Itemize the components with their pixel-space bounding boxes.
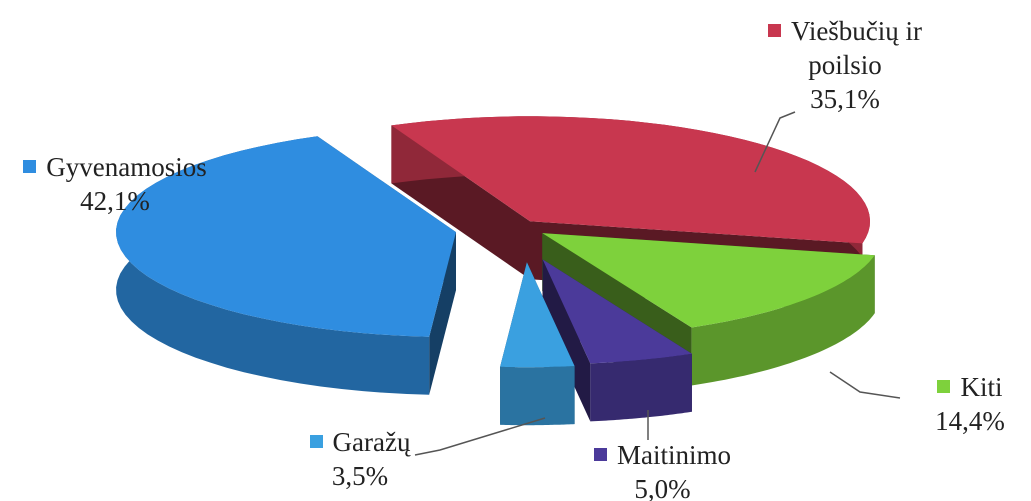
slice — [500, 262, 575, 426]
value-label: 35,1% — [810, 84, 880, 114]
slice — [542, 233, 875, 386]
category-label: Gyvenamosios — [46, 152, 207, 182]
slice-top — [116, 136, 456, 337]
leader-line — [829, 371, 901, 399]
value-label: 5,0% — [634, 474, 691, 501]
slice — [116, 136, 456, 395]
legend-marker — [937, 380, 951, 393]
legend-marker — [23, 160, 37, 173]
category-label: Kiti — [960, 372, 1003, 402]
slice-wall — [542, 259, 591, 422]
legend-marker — [767, 24, 781, 37]
value-label: 3,5% — [331, 461, 389, 491]
slice-label: Kiti 14,4% — [905, 370, 1031, 438]
slices — [116, 116, 875, 426]
slice-label: Maitinimo 5,0% — [575, 438, 750, 501]
leader-line — [754, 111, 796, 173]
slice-label: Gyvenamosios 42,1% — [0, 150, 230, 218]
legend-marker — [309, 435, 323, 448]
value-label: 14,4% — [935, 406, 1005, 436]
leader-line — [414, 417, 546, 456]
leader-lines — [414, 111, 901, 456]
value-label: 42,1% — [80, 186, 150, 216]
slice-top — [542, 259, 692, 364]
slice-label: Garažų 3,5% — [285, 425, 435, 493]
slice-top — [391, 116, 870, 244]
category-label: Garažų — [332, 427, 411, 457]
category-label: Viešbučių ir poilsio — [790, 16, 923, 80]
slice-side — [691, 255, 875, 386]
slice — [542, 259, 692, 422]
slice-label: Viešbučių ir poilsio 35,1% — [740, 14, 950, 116]
slice-side — [590, 353, 692, 422]
legend-marker — [594, 448, 607, 461]
slice-side — [500, 366, 575, 426]
category-label: Maitinimo — [617, 440, 731, 470]
slice-top — [500, 262, 575, 368]
slice-top — [542, 233, 875, 328]
